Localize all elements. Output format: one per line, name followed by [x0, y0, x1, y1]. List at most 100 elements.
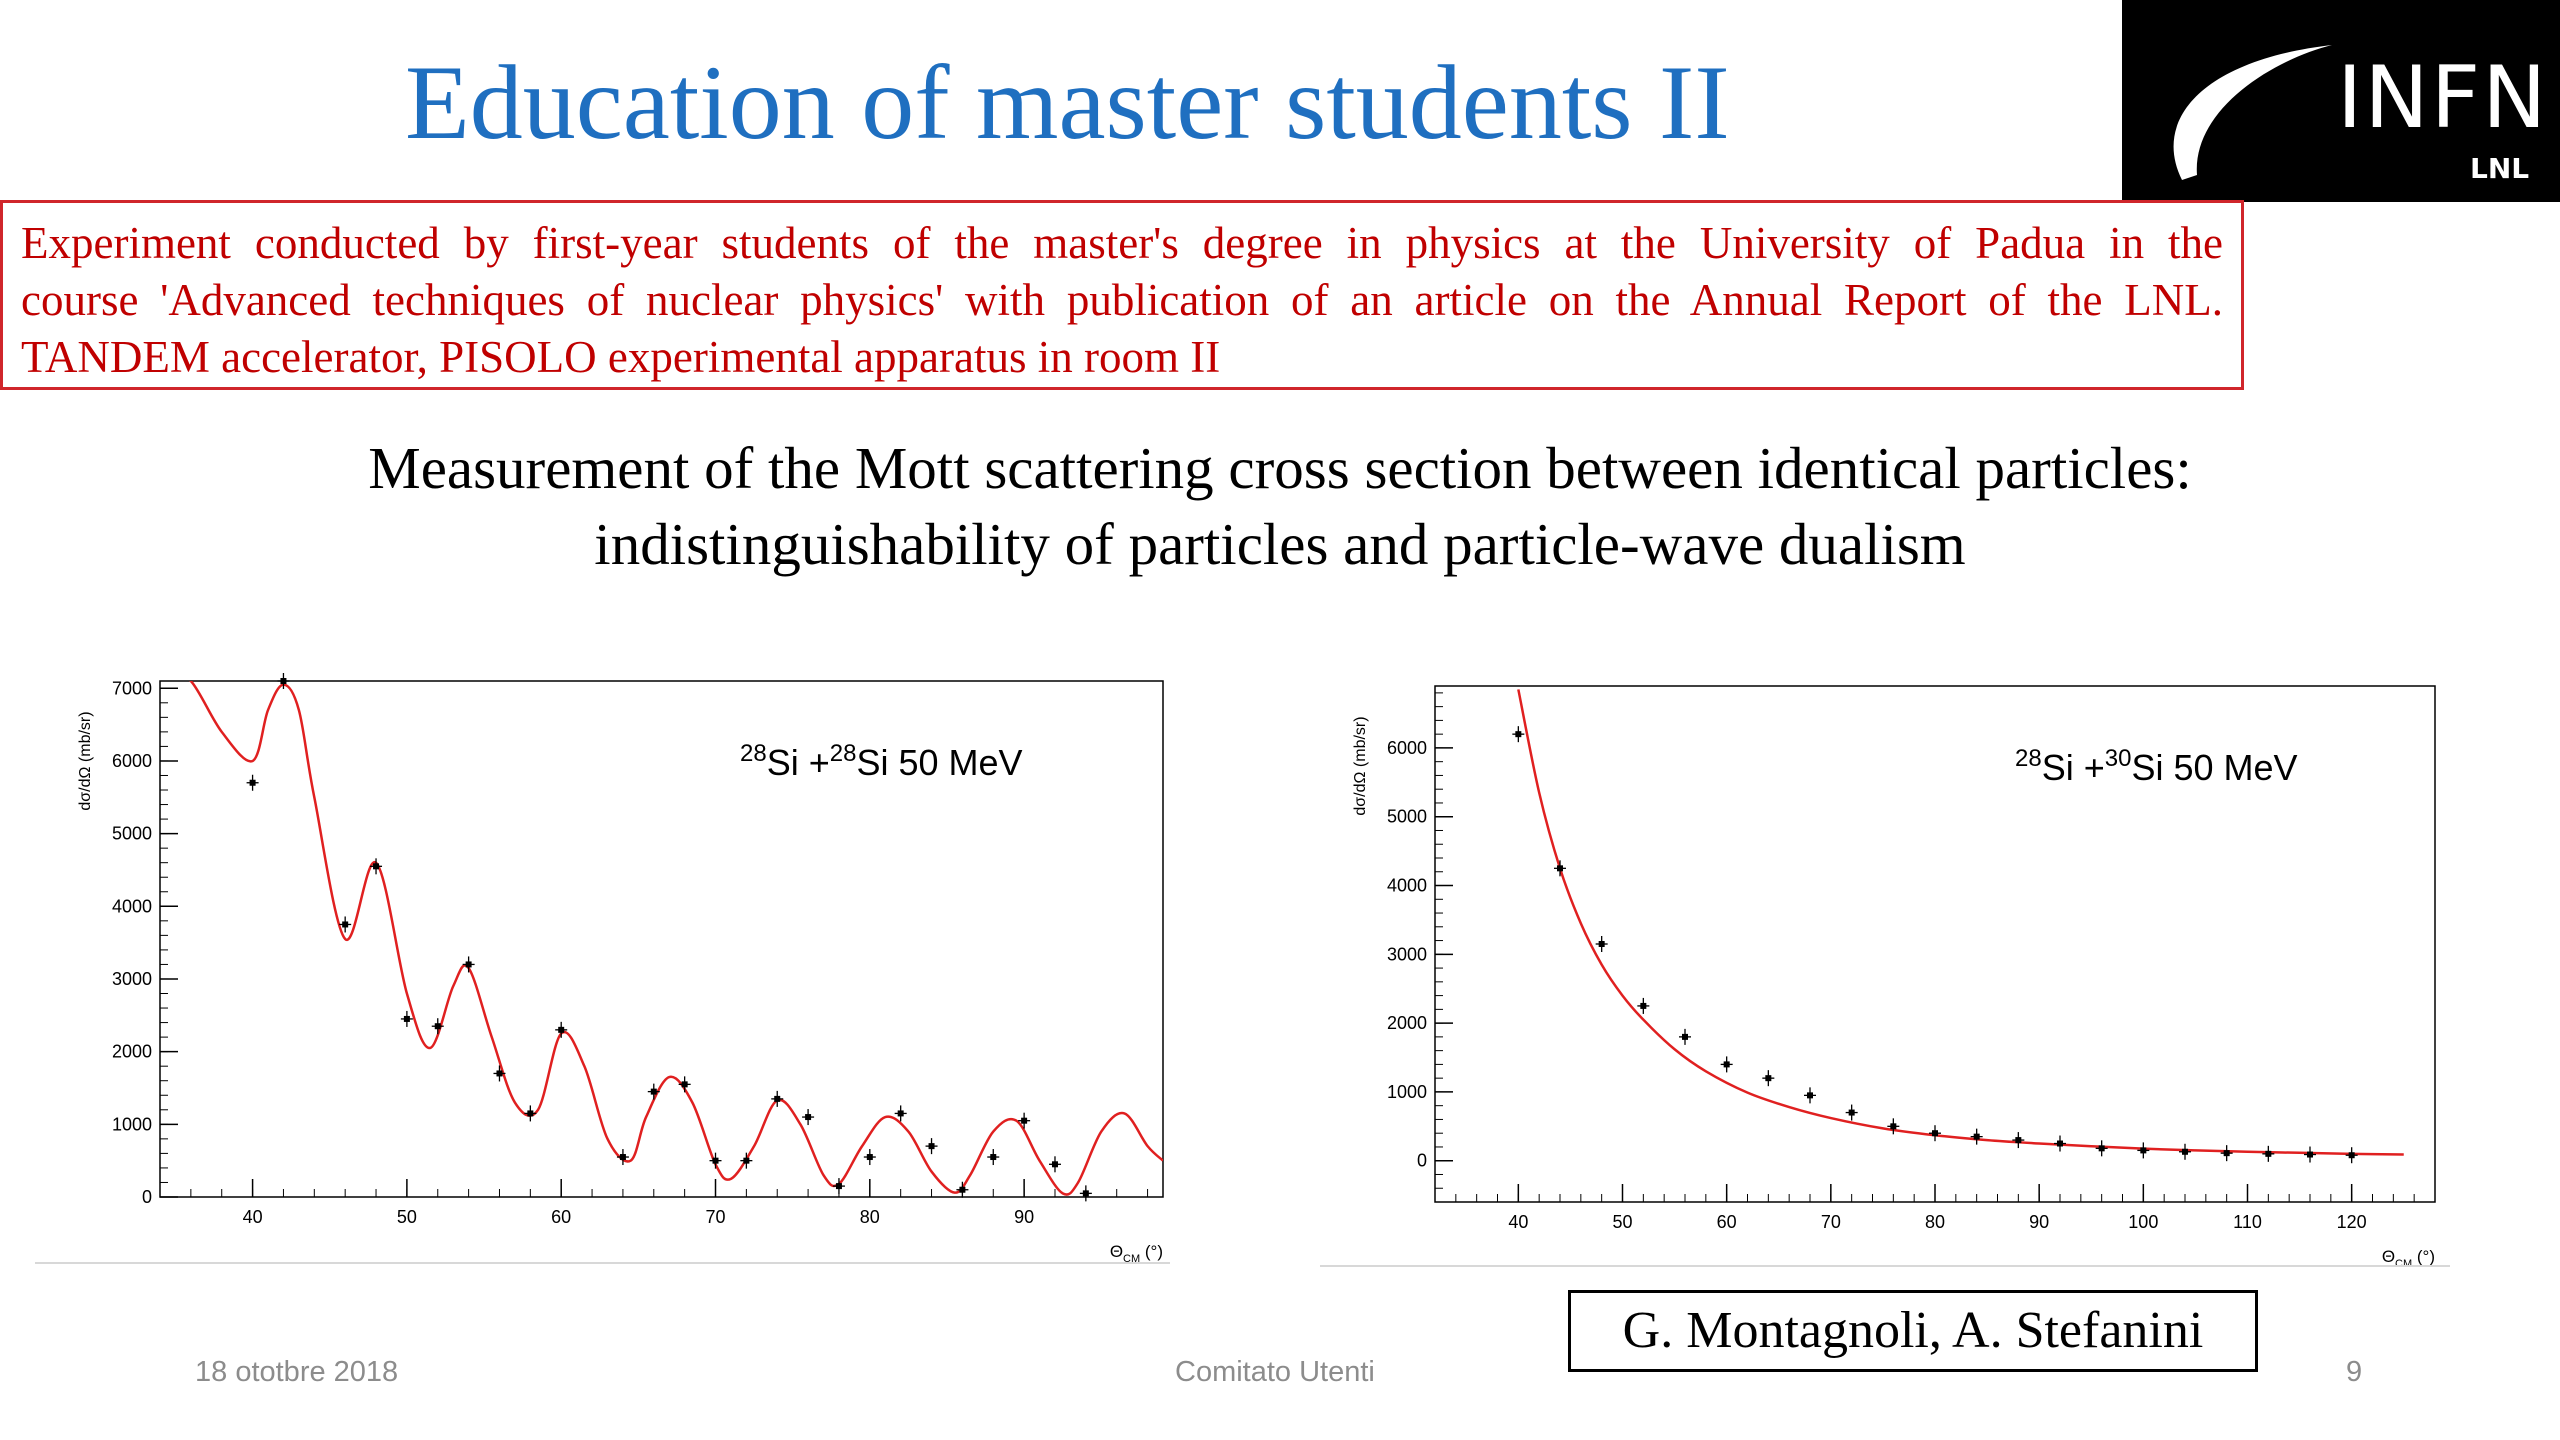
data-point — [2095, 1140, 2108, 1157]
data-point — [647, 1083, 660, 1100]
data-point — [2054, 1135, 2066, 1152]
data-point — [1804, 1087, 1816, 1104]
data-point — [1637, 997, 1650, 1014]
x-tick-label: 80 — [1925, 1212, 1945, 1232]
footer-page-number: 9 — [2346, 1356, 2363, 1388]
footer-center: Comitato Utenti — [1175, 1356, 1375, 1388]
plot-frame — [159, 680, 1164, 1198]
data-point — [925, 1138, 938, 1155]
data-point — [771, 1090, 784, 1107]
data-point — [1048, 1156, 1061, 1173]
data-point — [1554, 860, 1566, 877]
footer-date: 18 ototbre 2018 — [195, 1356, 399, 1388]
fit-curve — [188, 681, 1163, 1196]
data-point — [339, 916, 352, 933]
x-tick-label: 40 — [243, 1207, 263, 1227]
y-axis-label: dσ/dΩ (mb/sr) — [1352, 716, 1369, 815]
data-point — [987, 1149, 1000, 1166]
data-point — [2304, 1146, 2316, 1163]
info-line-3: TANDEM accelerator, PISOLO experimental … — [21, 332, 1221, 382]
data-point — [1970, 1128, 1983, 1145]
data-point — [894, 1105, 907, 1122]
data-point — [2179, 1143, 2191, 1160]
x-tick-label: 90 — [1014, 1207, 1034, 1227]
y-tick-label: 1000 — [112, 1114, 152, 1134]
headline: Measurement of the Mott scattering cross… — [0, 430, 2560, 582]
data-point — [1887, 1118, 1900, 1135]
y-tick-label: 0 — [142, 1187, 152, 1207]
x-tick-label: 50 — [1612, 1212, 1632, 1232]
y-tick-label: 3000 — [1387, 944, 1427, 964]
chart-divider-left — [35, 1262, 1170, 1264]
data-point — [832, 1178, 845, 1195]
logo-swoosh-icon — [2173, 45, 2332, 180]
data-point — [400, 1010, 413, 1027]
data-point — [956, 1181, 969, 1198]
data-point — [1018, 1112, 1031, 1129]
info-box: Experiment conducted by first-year stude… — [0, 200, 2244, 390]
x-tick-label: 110 — [2233, 1212, 2262, 1232]
y-tick-label: 2000 — [112, 1042, 152, 1062]
data-point — [1762, 1070, 1775, 1087]
data-point — [709, 1152, 722, 1169]
data-point — [863, 1149, 876, 1166]
y-tick-label: 3000 — [112, 969, 152, 989]
x-tick-label: 70 — [705, 1207, 725, 1227]
y-tick-label: 0 — [1417, 1151, 1427, 1171]
x-tick-label: 70 — [1821, 1212, 1841, 1232]
author-credit: G. Montagnoli, A. Stefanini — [1568, 1290, 2258, 1372]
y-tick-label: 5000 — [1387, 807, 1427, 827]
data-point — [1595, 936, 1608, 952]
chart-title: 28Si +30Si 50 MeV — [2015, 745, 2298, 788]
fit-curve — [1517, 689, 2404, 1156]
data-point — [2220, 1145, 2233, 1162]
headline-line-1: Measurement of the Mott scattering cross… — [368, 435, 2192, 501]
y-tick-label: 4000 — [112, 896, 152, 916]
x-axis-label: ΘCM (°) — [2382, 1247, 2435, 1270]
data-point — [1679, 1028, 1691, 1045]
data-point — [462, 956, 475, 973]
data-point — [555, 1021, 568, 1038]
y-tick-label: 6000 — [1387, 738, 1427, 758]
y-tick-label: 7000 — [112, 678, 152, 698]
info-line-1: Experiment conducted by first-year stude… — [21, 218, 2223, 268]
data-point — [2345, 1147, 2358, 1164]
data-point — [246, 774, 259, 791]
chart-divider-right — [1320, 1265, 2450, 1267]
y-tick-label: 2000 — [1387, 1013, 1427, 1033]
y-axis-label: dσ/dΩ (mb/sr) — [77, 711, 94, 810]
chart-title: 28Si +28Si 50 MeV — [740, 740, 1023, 783]
data-point — [1720, 1056, 1733, 1073]
data-point — [2012, 1132, 2025, 1149]
data-point — [431, 1018, 444, 1035]
x-tick-label: 90 — [2029, 1212, 2049, 1232]
chart-si28-si28: 40 50 60 70 80 90 0 1000 2000 3000 4000 5000 6000 700… — [77, 673, 1164, 1265]
y-tick-label: 4000 — [1387, 876, 1427, 896]
logo-text: INFN — [2337, 48, 2549, 148]
x-tick-label: 60 — [1717, 1212, 1737, 1232]
chart-si28-si30: 40 50 60 70 80 90 100 110 120 0 1000 2000 3000 4000 50… — [1352, 685, 2436, 1270]
y-tick-label: 6000 — [112, 751, 152, 771]
slide-title: Education of master students II — [405, 44, 1730, 161]
data-point — [1929, 1125, 1941, 1142]
x-tick-label: 40 — [1508, 1212, 1528, 1232]
data-point — [1845, 1104, 1858, 1121]
data-point — [616, 1149, 629, 1166]
x-tick-label: 80 — [860, 1207, 880, 1227]
info-line-2: course 'Advanced techniques of nuclear p… — [21, 275, 2223, 325]
data-point — [678, 1076, 691, 1093]
data-point — [802, 1109, 815, 1126]
data-point — [740, 1152, 753, 1169]
data-point — [493, 1065, 506, 1082]
data-point — [2262, 1145, 2275, 1162]
infn-logo: INFN LNL — [2122, 0, 2560, 202]
x-tick-label: 100 — [2128, 1212, 2158, 1232]
y-tick-label: 1000 — [1387, 1082, 1427, 1102]
data-point — [277, 673, 290, 689]
data-point — [2137, 1142, 2150, 1159]
data-point — [370, 858, 383, 875]
y-tick-label: 5000 — [112, 824, 152, 844]
data-point — [524, 1105, 537, 1122]
logo-subtext: LNL — [2470, 152, 2530, 185]
x-tick-label: 120 — [2337, 1212, 2367, 1232]
